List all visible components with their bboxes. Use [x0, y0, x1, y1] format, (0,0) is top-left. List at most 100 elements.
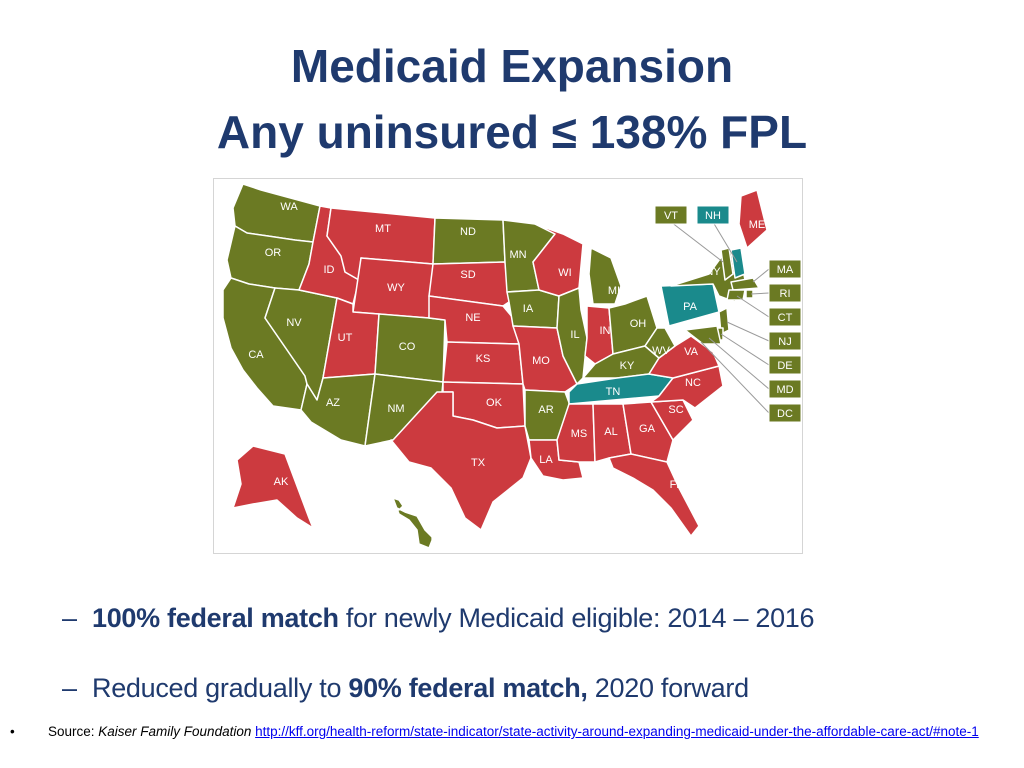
- state-tx: [390, 391, 532, 531]
- callout-box-md: [768, 379, 802, 399]
- state-wv: [644, 327, 676, 359]
- state-label-ak: AK: [274, 476, 289, 488]
- state-label-me: ME: [749, 219, 766, 231]
- state-ma: [730, 277, 760, 291]
- state-me: [738, 189, 768, 249]
- state-label-or: OR: [265, 247, 282, 259]
- state-label-tx: TX: [471, 457, 486, 469]
- state-label-in: IN: [600, 325, 611, 337]
- state-label-ne: NE: [465, 312, 480, 324]
- state-label-ca: CA: [248, 349, 264, 361]
- callout-label-nj: NJ: [778, 336, 791, 348]
- state-label-nm: NM: [387, 403, 404, 415]
- state-vt: [720, 247, 734, 281]
- state-mi: [588, 247, 622, 305]
- callout-label-dc: DC: [777, 408, 793, 420]
- state-label-ky: KY: [620, 360, 635, 372]
- source-link[interactable]: http://kff.org/health-reform/state-indic…: [255, 724, 979, 739]
- state-label-id: ID: [324, 264, 335, 276]
- state-label-nv: NV: [286, 317, 302, 329]
- callout-leader-nj: [726, 321, 770, 342]
- state-label-il: IL: [570, 329, 579, 341]
- state-label-nc: NC: [685, 377, 701, 389]
- bullet-dash: –: [62, 603, 77, 633]
- callout-label-md: MD: [776, 384, 793, 396]
- callout-box-ma: [768, 259, 802, 279]
- callout-leader-ri: [750, 292, 770, 295]
- callout-box-ri: [768, 283, 802, 303]
- state-label-pa: PA: [683, 301, 698, 313]
- bullet-federal-match-2014: –100% federal match for newly Medicaid e…: [62, 603, 815, 634]
- callout-leader-ma: [752, 268, 770, 283]
- state-ct: [726, 289, 746, 301]
- state-label-hi: HI: [431, 531, 442, 543]
- bullet-dash: –: [62, 673, 77, 703]
- state-label-ia: IA: [523, 303, 534, 315]
- slide-title-line2: Any uninsured ≤ 138% FPL: [216, 106, 808, 158]
- medicaid-expansion-map: WA OR CA NV ID MT WY UT AZ CO NM ND SD NE KS OK TX MN IA MO…: [213, 178, 803, 554]
- state-label-az: AZ: [326, 397, 340, 409]
- state-label-wy: WY: [387, 282, 405, 294]
- state-label-ks: KS: [476, 353, 491, 365]
- bullet-federal-match-2020: – Reduced gradually to 90% federal match,…: [62, 673, 749, 704]
- state-ri: [745, 289, 754, 299]
- callout-leader-vt: [670, 221, 724, 263]
- bullet-rest: for newly Medicaid eligible: 2014 – 2016: [338, 603, 815, 633]
- state-label-nd: ND: [460, 226, 476, 238]
- bullet-bold: 90% federal match,: [348, 673, 588, 703]
- callout-box-de: [768, 355, 802, 375]
- bullet-pre: Reduced gradually to: [92, 673, 349, 703]
- source-org: Kaiser Family Foundation: [98, 724, 252, 739]
- callout-label-ma: MA: [777, 264, 794, 276]
- callout-label-ri: RI: [780, 288, 791, 300]
- source-text: Source: Kaiser Family Foundation http://…: [48, 722, 998, 741]
- state-label-wi: WI: [558, 267, 571, 279]
- state-sd: [428, 261, 510, 307]
- callout-box-ct: [768, 307, 802, 327]
- state-md: [684, 325, 722, 345]
- source-bullet: •: [10, 724, 15, 739]
- state-label-sc: SC: [668, 404, 683, 416]
- callout-label-ct: CT: [778, 312, 793, 324]
- state-label-wa: WA: [280, 201, 298, 213]
- bullet-rest: 2020 forward: [587, 673, 749, 703]
- callout-label-de: DE: [777, 360, 792, 372]
- callout-leader-dc: [700, 341, 770, 414]
- state-label-ar: AR: [538, 404, 553, 416]
- state-label-tn: TN: [606, 386, 621, 398]
- callout-box-dc: [768, 403, 802, 423]
- state-label-ny: NY: [705, 266, 721, 278]
- state-label-ms: MS: [571, 428, 588, 440]
- callout-leader-md: [708, 337, 770, 390]
- state-ga: [622, 401, 674, 463]
- state-ak: [232, 445, 314, 529]
- bullet-bold: 100% federal match: [92, 603, 339, 633]
- state-label-oh: OH: [630, 318, 647, 330]
- callout-leader-ct: [736, 295, 770, 318]
- callout-box-vt: [654, 205, 688, 225]
- state-label-mo: MO: [532, 355, 550, 367]
- state-label-mt: MT: [375, 223, 391, 235]
- state-label-va: VA: [684, 346, 699, 358]
- callout-leader-nh: [712, 221, 738, 263]
- state-label-sd: SD: [460, 269, 475, 281]
- slide-title-line1: Medicaid Expansion: [290, 40, 734, 92]
- callout-leader-de: [720, 333, 770, 366]
- callout-label-vt: VT: [664, 210, 678, 222]
- state-fl: [608, 453, 700, 537]
- callout-box-nj: [768, 331, 802, 351]
- state-label-ok: OK: [486, 397, 503, 409]
- state-label-ut: UT: [338, 332, 353, 344]
- state-co: [374, 313, 446, 383]
- state-label-la: LA: [539, 454, 553, 466]
- state-label-ga: GA: [639, 423, 656, 435]
- state-label-co: CO: [399, 341, 416, 353]
- state-label-mn: MN: [509, 249, 526, 261]
- state-nh: [730, 247, 746, 279]
- state-nd: [432, 217, 506, 265]
- source-label: Source:: [48, 724, 99, 739]
- state-label-fl: FL: [670, 479, 683, 491]
- state-hi: [392, 497, 434, 549]
- callout-label-nh: NH: [705, 210, 721, 222]
- callout-box-nh: [696, 205, 730, 225]
